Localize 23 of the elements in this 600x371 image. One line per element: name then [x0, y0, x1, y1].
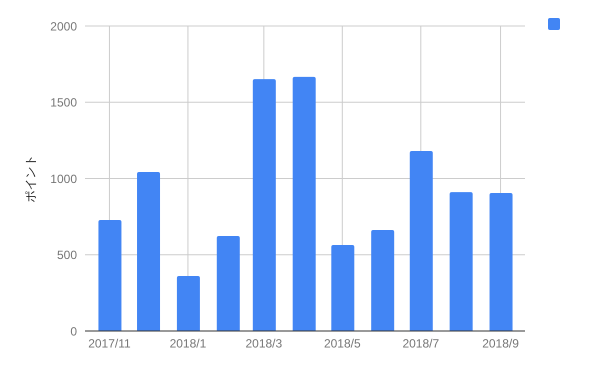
bar — [331, 244, 354, 331]
bar — [292, 76, 316, 331]
bar — [410, 151, 433, 331]
bar — [98, 220, 122, 331]
bar — [490, 192, 513, 331]
y-tick-label: 0 — [70, 324, 78, 338]
y-tick-label: 1000 — [50, 172, 78, 186]
y-tick-label: 500 — [56, 248, 78, 262]
x-tick-label: 2018/5 — [324, 336, 361, 351]
bar — [450, 192, 473, 331]
bar — [176, 276, 200, 331]
bar — [216, 236, 240, 331]
x-tick-label: 2018/7 — [402, 336, 440, 351]
x-tick-label: 2018/3 — [245, 336, 283, 351]
bar — [371, 230, 394, 331]
y-tick-label: 2000 — [50, 19, 78, 34]
x-tick-label: 2018/1 — [170, 336, 207, 351]
bar — [252, 79, 276, 331]
x-tick-label: 2018/9 — [482, 336, 520, 351]
y-axis-title: ポイント — [23, 154, 38, 202]
bar — [137, 172, 160, 331]
x-tick-label: 2017/11 — [88, 336, 132, 351]
y-tick-label: 1500 — [50, 96, 78, 110]
